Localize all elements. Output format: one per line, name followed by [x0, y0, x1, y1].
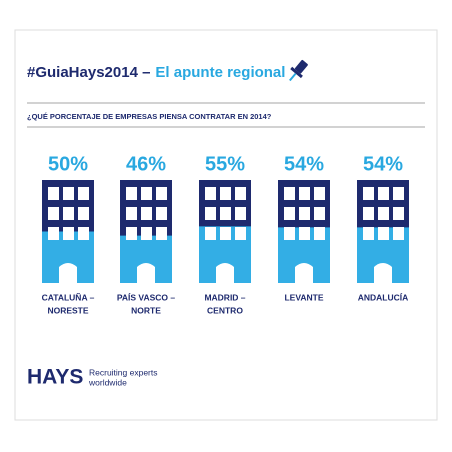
- frame: [14, 29, 438, 421]
- window: [48, 207, 59, 220]
- category-label: LEVANTE: [284, 292, 323, 302]
- window: [156, 207, 167, 220]
- window: [220, 187, 231, 200]
- window: [299, 187, 310, 200]
- window: [314, 207, 325, 220]
- value-label: 54%: [363, 153, 403, 175]
- door: [59, 263, 77, 283]
- door: [137, 263, 155, 283]
- window: [78, 187, 89, 200]
- window: [363, 227, 374, 240]
- window: [63, 227, 74, 240]
- window: [205, 227, 216, 240]
- window: [378, 207, 389, 220]
- window: [141, 207, 152, 220]
- value-label: 54%: [284, 153, 324, 175]
- window: [284, 207, 295, 220]
- window: [314, 227, 325, 240]
- window: [205, 207, 216, 220]
- category-label: PAÍS VASCO –: [117, 292, 176, 302]
- window: [284, 187, 295, 200]
- window: [156, 227, 167, 240]
- door: [295, 263, 313, 283]
- title-accent: El apunte regional: [155, 64, 285, 81]
- window: [393, 187, 404, 200]
- category-label: MADRID –: [204, 292, 245, 302]
- window: [126, 227, 137, 240]
- window: [220, 207, 231, 220]
- tagline: worldwide: [88, 377, 127, 387]
- category-label: NORESTE: [47, 305, 88, 315]
- window: [63, 207, 74, 220]
- window: [156, 187, 167, 200]
- window: [393, 227, 404, 240]
- window: [78, 207, 89, 220]
- window: [363, 187, 374, 200]
- door: [216, 263, 234, 283]
- category-label: CATALUÑA –: [42, 292, 95, 302]
- category-label: CENTRO: [207, 305, 243, 315]
- window: [299, 227, 310, 240]
- window: [48, 227, 59, 240]
- window: [78, 227, 89, 240]
- window: [48, 187, 59, 200]
- tagline: Recruiting experts: [89, 367, 158, 377]
- category-label: NORTE: [131, 305, 161, 315]
- pin-icon: [289, 59, 308, 82]
- window: [220, 227, 231, 240]
- window: [235, 227, 246, 240]
- title: #GuiaHays2014 –: [27, 64, 150, 81]
- window: [363, 207, 374, 220]
- window: [235, 187, 246, 200]
- window: [284, 227, 295, 240]
- window: [314, 187, 325, 200]
- value-label: 46%: [126, 153, 166, 175]
- window: [63, 187, 74, 200]
- window: [205, 187, 216, 200]
- window: [378, 227, 389, 240]
- logo: HAYS: [27, 366, 83, 389]
- subtitle: ¿QUÉ PORCENTAJE DE EMPRESAS PIENSA CONTR…: [27, 112, 272, 121]
- window: [235, 207, 246, 220]
- window: [126, 207, 137, 220]
- door: [374, 263, 392, 283]
- window: [141, 187, 152, 200]
- window: [378, 187, 389, 200]
- category-label: ANDALUCÍA: [358, 292, 409, 302]
- window: [141, 227, 152, 240]
- window: [393, 207, 404, 220]
- value-label: 50%: [48, 153, 88, 175]
- window: [126, 187, 137, 200]
- value-label: 55%: [205, 153, 245, 175]
- window: [299, 207, 310, 220]
